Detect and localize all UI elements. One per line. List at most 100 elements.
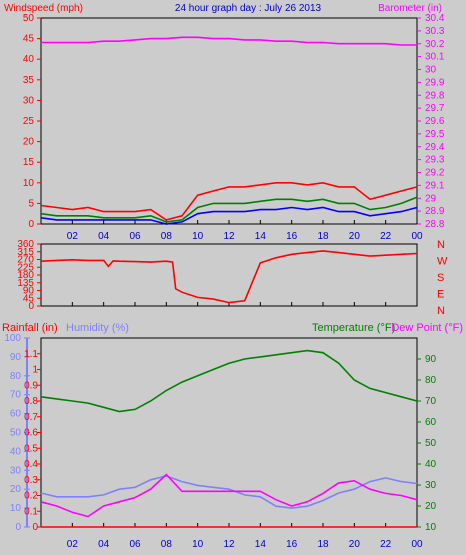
baro-y-tick-label: 29.4 (425, 142, 445, 153)
series-barometer (41, 36, 417, 46)
dir-y-tick-label: 315 (17, 247, 34, 258)
barometer-axis-label: Barometer (in) (378, 3, 442, 14)
hum-y-tick-label: 70 (10, 390, 22, 401)
baro-y-tick-label: 29.5 (425, 129, 445, 140)
wind-y-tick-label: 30 (23, 95, 35, 106)
dir-y-tick-label: 45 (23, 293, 35, 304)
compass-label-e: E (437, 289, 444, 301)
temp-y-tick-label: 30 (425, 480, 437, 491)
rain-layer: 010203040506070809010000.10.20.30.40.50.… (4, 333, 436, 550)
baro-y-tick-label: 29.3 (425, 155, 445, 166)
x-tick-label: 20 (349, 539, 361, 550)
rain-y-tick-label: 0.1 (24, 506, 38, 517)
direction-panel-frame (40, 243, 418, 307)
baro-y-tick-label: 29.8 (425, 90, 445, 101)
temp-y-tick-label: 80 (425, 375, 437, 386)
hum-y-tick-label: 30 (10, 465, 22, 476)
baro-y-tick-label: 29.7 (425, 103, 445, 114)
wind-y-tick-label: 20 (23, 137, 35, 148)
rain-y-tick-label: 0.3 (24, 475, 38, 486)
dir-y-tick-label: 90 (23, 286, 35, 297)
baro-y-tick-label: 30.2 (425, 39, 445, 50)
hum-y-tick-label: 0 (15, 522, 21, 533)
compass-label-w: W (437, 256, 448, 268)
hum-y-tick-label: 80 (10, 371, 22, 382)
rain-y-tick-label: 1.1 (24, 349, 38, 360)
dir-y-tick-label: 225 (17, 262, 34, 273)
temp-y-tick-label: 10 (425, 522, 437, 533)
dir-y-tick-label: 0 (28, 301, 34, 312)
rainfall-axis-label: Rainfall (in) (2, 322, 58, 334)
temp-y-tick-label: 50 (425, 438, 437, 449)
wind-y-tick-label: 25 (23, 116, 35, 127)
wind-panel-frame (40, 17, 418, 225)
x-tick-label: 10 (192, 539, 204, 550)
hum-y-tick-label: 40 (10, 446, 22, 457)
compass-label-s: S (437, 272, 444, 284)
x-tick-label: 10 (192, 231, 204, 242)
wind-y-tick-label: 5 (28, 198, 34, 209)
temp-y-tick-label: 60 (425, 417, 437, 428)
x-tick-label: 02 (67, 231, 79, 242)
rain-y-tick-label: 0.7 (24, 412, 38, 423)
x-tick-label: 04 (98, 539, 110, 550)
dir-y-tick-label: 180 (17, 270, 34, 281)
x-tick-label: 02 (67, 539, 79, 550)
temp-y-tick-label: 40 (425, 459, 437, 470)
x-tick-label: 14 (255, 539, 267, 550)
rain-y-tick-label: 0.6 (24, 428, 38, 439)
rain-y-tick-label: 0 (32, 522, 38, 533)
rain-y-tick-label: 0.8 (24, 396, 38, 407)
baro-y-tick-label: 28.8 (425, 219, 445, 230)
hum-y-tick-label: 50 (10, 428, 22, 439)
wind-y-tick-label: 40 (23, 54, 35, 65)
baro-y-tick-label: 29.1 (425, 180, 445, 191)
x-tick-label: 16 (286, 539, 298, 550)
x-tick-label: 16 (286, 231, 298, 242)
x-tick-label: 18 (317, 231, 329, 242)
wind-y-tick-label: 15 (23, 157, 35, 168)
wind-y-tick-label: 10 (23, 178, 35, 189)
wind-y-tick-label: 35 (23, 75, 35, 86)
temperature-axis-label: Temperature (°F) (312, 322, 395, 334)
wind-layer: 0 5 10 15 20 25 30 35 40 45 50 28.8 28.9 29 29.129.2 29… (23, 13, 445, 242)
baro-y-tick-label: 29.2 (425, 168, 445, 179)
x-tick-label: 00 (411, 231, 423, 242)
rain-y-tick-label: 1 (32, 365, 38, 376)
x-tick-label: 22 (380, 231, 392, 242)
baro-y-tick-label: 29 (425, 193, 437, 204)
rain-y-tick-label: 0.4 (24, 459, 38, 470)
x-tick-label: 14 (255, 231, 267, 242)
baro-y-tick-label: 30 (425, 65, 437, 76)
hum-y-tick-label: 60 (10, 409, 22, 420)
series-dewpoint (40, 473, 418, 518)
temp-y-tick-label: 70 (425, 396, 437, 407)
wind-y-tick-label: 0 (28, 219, 34, 230)
wind-y-tick-label: 45 (23, 34, 35, 45)
x-tick-label: 06 (129, 539, 141, 550)
x-tick-label: 12 (223, 231, 235, 242)
chart-title: 24 hour graph day : July 26 2013 (175, 3, 322, 14)
hum-y-tick-label: 10 (10, 503, 22, 514)
series-temperature (40, 349, 418, 413)
series-wind_gust (40, 181, 418, 221)
series-wind_speed (40, 206, 418, 225)
x-tick-label: 08 (161, 231, 173, 242)
x-tick-label: 00 (411, 539, 423, 550)
x-tick-label: 06 (129, 231, 141, 242)
baro-y-tick-label: 28.9 (425, 206, 445, 217)
humidity-axis-label: Humidity (%) (66, 322, 129, 334)
temp-y-tick-label: 90 (425, 354, 437, 365)
series-wind_direction (40, 250, 418, 304)
rain-y-tick-label: 0.5 (24, 443, 38, 454)
temp-y-tick-label: 20 (425, 501, 437, 512)
hum-y-tick-label: 100 (4, 333, 21, 344)
rain-y-tick-label: 0.2 (24, 491, 38, 502)
dewpoint-axis-label: Dew Point (°F) (391, 322, 463, 334)
x-tick-label: 20 (349, 231, 361, 242)
baro-y-tick-label: 29.9 (425, 77, 445, 88)
baro-y-tick-label: 30.1 (425, 52, 445, 63)
dir-y-tick-label: 360 (17, 239, 34, 250)
